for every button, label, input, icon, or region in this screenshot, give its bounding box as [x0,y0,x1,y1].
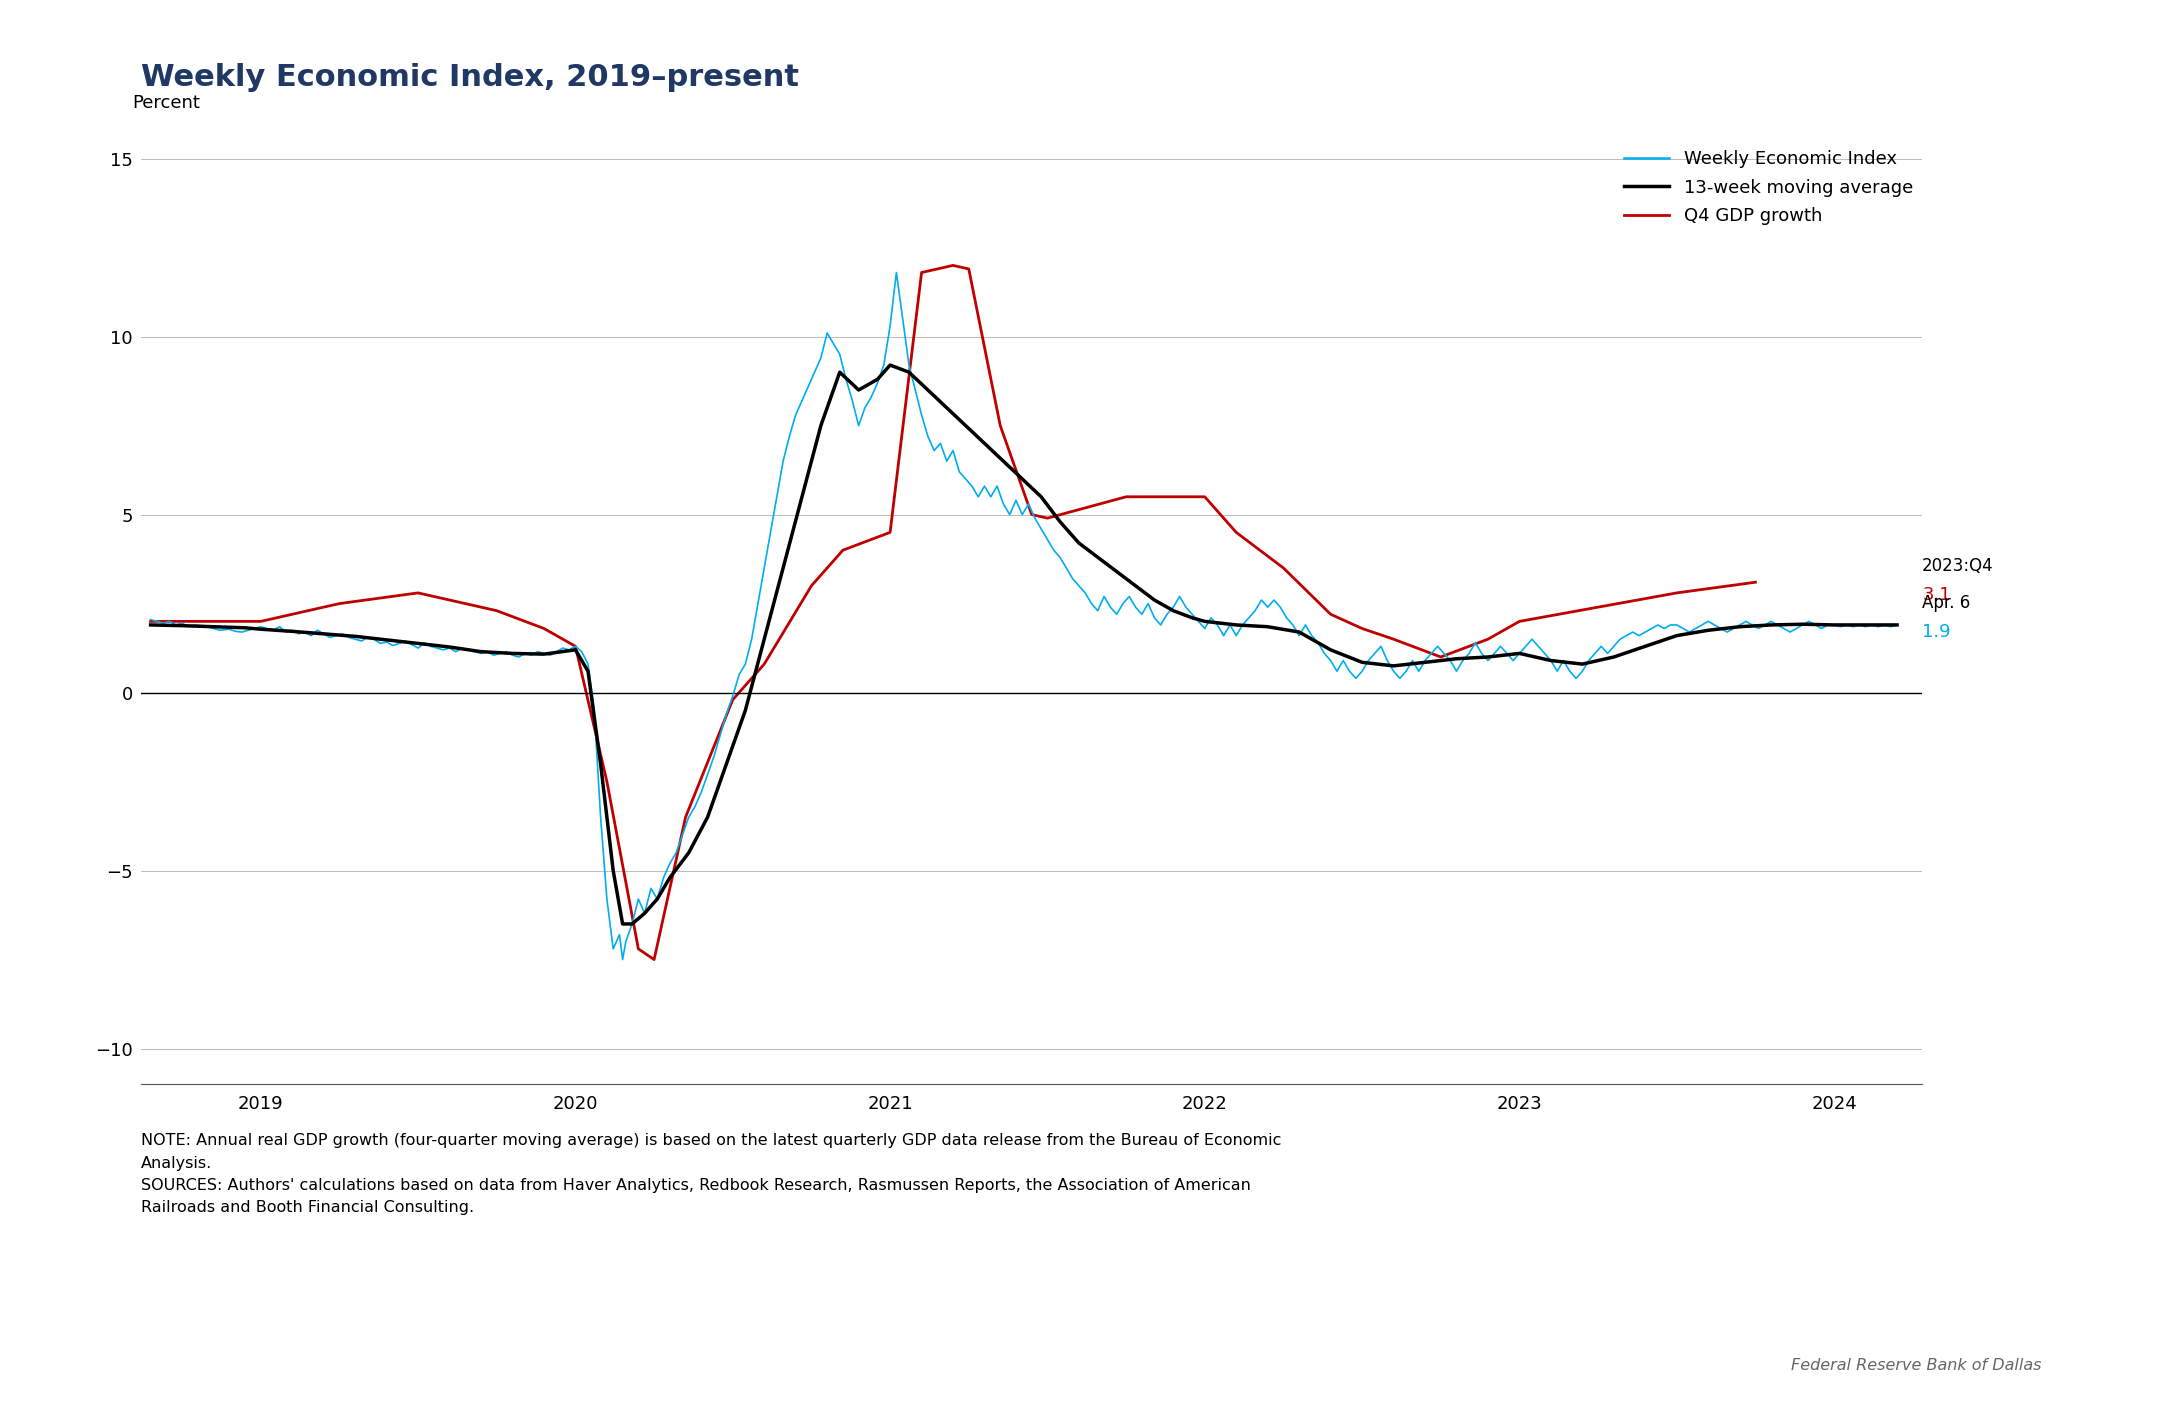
Text: Federal Reserve Bank of Dallas: Federal Reserve Bank of Dallas [1792,1357,2042,1373]
Text: NOTE: Annual real GDP growth (four-quarter moving average) is based on the lates: NOTE: Annual real GDP growth (four-quart… [141,1133,1281,1215]
Text: 3.1: 3.1 [1922,586,1950,604]
Legend: Weekly Economic Index, 13-week moving average, Q4 GDP growth: Weekly Economic Index, 13-week moving av… [1625,149,1914,225]
Text: Apr. 6: Apr. 6 [1922,594,1970,612]
Text: 1.9: 1.9 [1922,624,1950,641]
Text: 2023:Q4: 2023:Q4 [1922,558,1994,574]
Text: Weekly Economic Index, 2019–present: Weekly Economic Index, 2019–present [141,62,799,92]
Text: Percent: Percent [132,94,200,113]
